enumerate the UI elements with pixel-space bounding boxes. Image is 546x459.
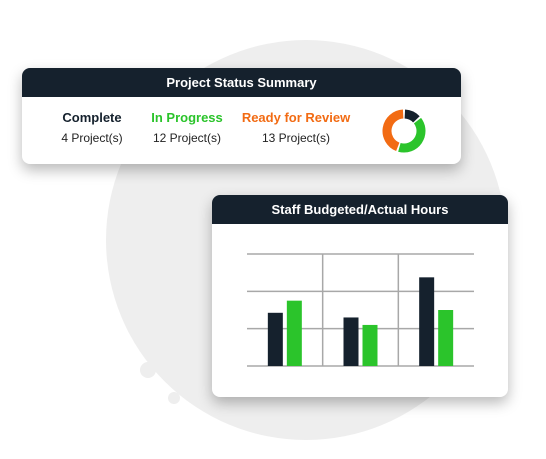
status-in-progress-label: In Progress: [151, 110, 223, 125]
status-card-title: Project Status Summary: [22, 68, 461, 97]
hours-card-title: Staff Budgeted/Actual Hours: [212, 195, 508, 224]
status-in-progress: In Progress 12 Project(s): [142, 110, 232, 145]
chart-bar: [343, 317, 359, 366]
background-dot: [168, 392, 180, 404]
chart-bar: [267, 312, 283, 366]
staff-hours-card: Staff Budgeted/Actual Hours: [212, 195, 508, 397]
status-complete-label: Complete: [62, 110, 122, 125]
hours-bar-chart: [247, 253, 474, 367]
status-donut-chart: [382, 109, 426, 153]
chart-bar: [419, 277, 435, 366]
status-ready-for-review: Ready for Review 13 Project(s): [240, 110, 352, 145]
donut-segment: [398, 117, 426, 153]
donut-segment: [404, 109, 420, 123]
chart-bar: [362, 324, 378, 366]
chart-bar: [286, 300, 302, 366]
status-in-progress-count: 12 Project(s): [152, 131, 222, 145]
background-dot: [140, 362, 156, 378]
status-row: Complete 4 Project(s) In Progress 12 Pro…: [22, 97, 461, 164]
chart-bar: [438, 310, 454, 366]
status-review-label: Ready for Review: [241, 110, 351, 125]
project-status-card: Project Status Summary Complete 4 Projec…: [22, 68, 461, 164]
donut-segment: [382, 109, 404, 152]
status-complete-count: 4 Project(s): [61, 131, 123, 145]
status-review-count: 13 Project(s): [261, 131, 331, 145]
status-complete: Complete 4 Project(s): [42, 110, 142, 145]
